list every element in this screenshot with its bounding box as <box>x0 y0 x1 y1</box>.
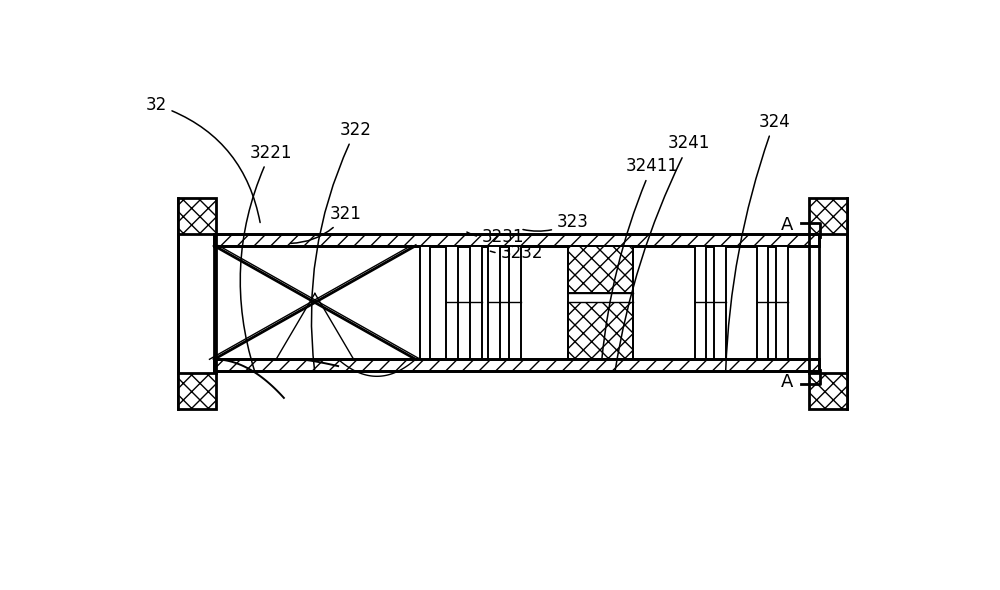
Text: 3241: 3241 <box>615 135 710 370</box>
Text: 322: 322 <box>311 121 372 370</box>
Text: 3231: 3231 <box>467 228 524 245</box>
Bar <box>568 293 633 303</box>
Bar <box>470 245 482 359</box>
Bar <box>776 245 788 359</box>
Text: 3232: 3232 <box>490 244 543 261</box>
Bar <box>488 245 500 359</box>
Bar <box>178 373 216 409</box>
Bar <box>568 245 633 293</box>
Text: A: A <box>781 372 793 391</box>
Bar <box>714 245 726 359</box>
Text: 3221: 3221 <box>240 143 292 371</box>
Bar <box>568 245 633 359</box>
Bar <box>695 245 706 359</box>
Bar <box>809 373 847 409</box>
Bar <box>214 359 819 371</box>
Text: 32: 32 <box>145 96 260 222</box>
Bar <box>446 245 458 359</box>
Text: 323: 323 <box>523 212 589 231</box>
Bar <box>214 234 819 245</box>
Text: A: A <box>781 217 793 234</box>
Bar <box>420 245 430 359</box>
Bar <box>568 303 633 359</box>
Bar <box>757 245 768 359</box>
Bar <box>178 198 216 234</box>
Bar <box>509 245 521 359</box>
Text: 32411: 32411 <box>602 157 678 359</box>
Bar <box>809 198 847 234</box>
Text: 321: 321 <box>291 205 362 243</box>
Text: 324: 324 <box>726 113 790 370</box>
